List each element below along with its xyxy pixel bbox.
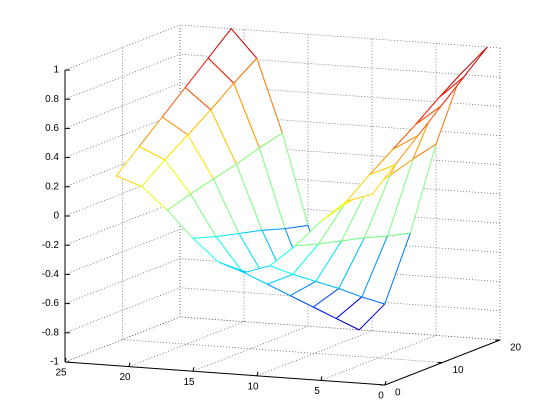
x-axis (64, 361, 386, 386)
x-tick-label: 15 (183, 377, 195, 388)
grid-line (179, 287, 501, 312)
z-tick-label: -1 (50, 357, 59, 368)
x-tick (192, 367, 195, 372)
z-tick-label: 0 (53, 211, 59, 222)
x-tick-label: 25 (55, 368, 67, 379)
grid-line (64, 258, 181, 304)
grid-line (320, 335, 437, 381)
z-tick-label: -0.6 (42, 298, 60, 309)
x-tick (256, 371, 259, 376)
z-tick-label: 0.6 (45, 123, 59, 134)
mesh-cell (345, 163, 397, 203)
grid-line (122, 339, 443, 363)
z-tick-label: 0.4 (45, 152, 59, 163)
z-tick-label: -0.2 (42, 240, 60, 251)
x-tick-label: 5 (314, 386, 320, 397)
grid-line (64, 53, 181, 100)
grid-line (256, 330, 373, 377)
z-tick-label: 0.2 (45, 181, 59, 192)
x-tick (64, 357, 67, 363)
y-tick-label: 10 (453, 365, 465, 376)
z-tick-label: 0.8 (45, 94, 59, 105)
x-tick (384, 380, 387, 386)
x-tick-label: 20 (119, 372, 131, 383)
z-tick-label: -0.8 (42, 327, 60, 338)
z-tick-label: -0.4 (42, 269, 60, 280)
grid-line (64, 287, 181, 334)
grid-line (179, 316, 501, 341)
grid-line (64, 316, 181, 363)
grid-line (192, 325, 309, 372)
y-tick-label: 0 (395, 388, 401, 399)
grid-line (64, 24, 181, 71)
grid-line (128, 321, 245, 367)
grid-line (179, 24, 501, 49)
z-tick-label: 1 (53, 65, 59, 76)
grid-line (64, 83, 181, 129)
x-tick (320, 376, 323, 381)
x-tick-label: 10 (247, 381, 259, 392)
x-tick (128, 362, 131, 367)
y-tick-label: 20 (510, 343, 522, 354)
grid-line (64, 229, 181, 275)
x-tick-label: 0 (378, 391, 384, 402)
grid-line (64, 199, 181, 246)
